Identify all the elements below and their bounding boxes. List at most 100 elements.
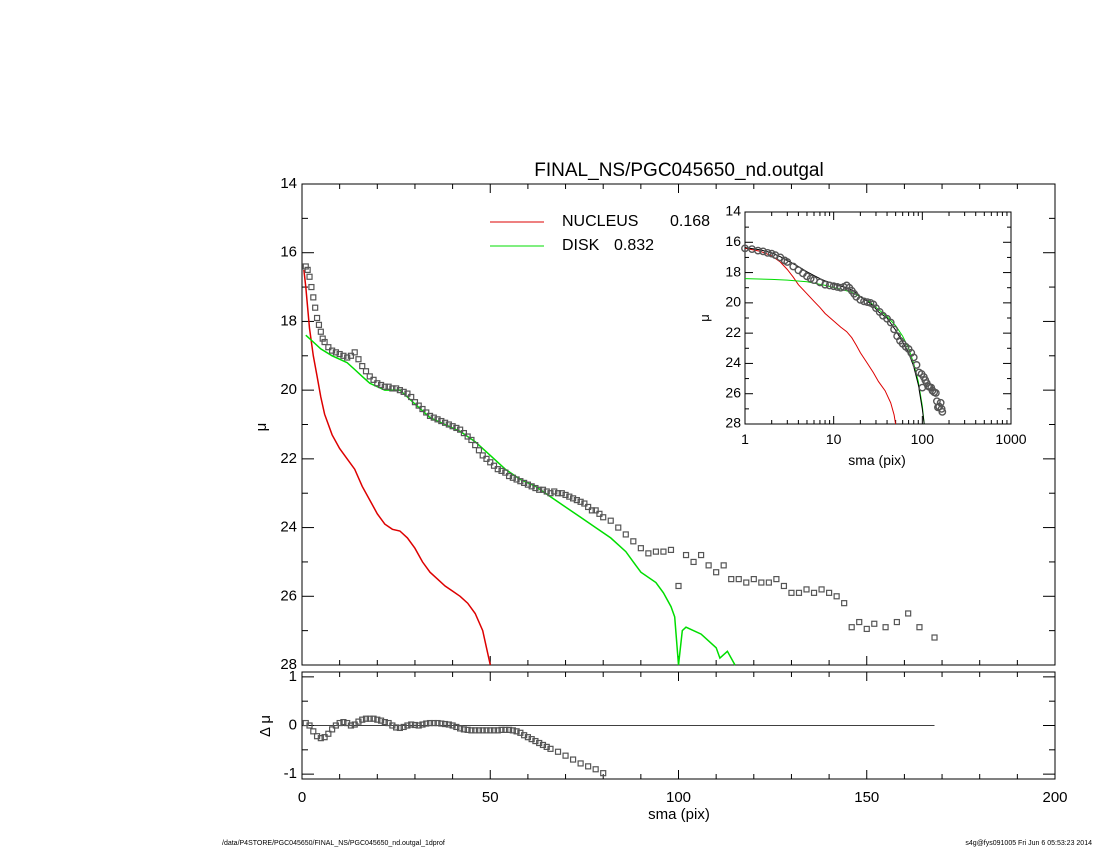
- data-point: [325, 344, 332, 351]
- inset-y-tick-label: 26: [725, 384, 741, 400]
- data-point: [423, 409, 430, 416]
- data-point: [464, 433, 471, 440]
- x-tick-label: 0: [298, 789, 306, 806]
- data-point: [581, 500, 588, 507]
- main-y-tick-label: 26: [280, 587, 297, 604]
- data-point: [637, 545, 644, 552]
- residual-point: [374, 716, 381, 723]
- data-point: [445, 421, 452, 428]
- residual-point: [434, 719, 441, 727]
- data-point: [419, 405, 426, 413]
- inset-series-group: [741, 244, 947, 425]
- inset-x-tick-label: 10: [826, 431, 842, 447]
- data-point: [315, 321, 323, 328]
- data-point: [385, 383, 392, 390]
- data-point: [460, 429, 467, 437]
- series-line-disk: [305, 334, 736, 666]
- legend-disk-value: 0.832: [614, 237, 654, 254]
- inset-data-point: [937, 404, 946, 413]
- data-point: [554, 490, 562, 497]
- residual-point: [329, 726, 336, 733]
- residual-point: [487, 727, 494, 734]
- residual-point: [408, 721, 415, 728]
- data-point: [340, 352, 347, 359]
- data-point: [543, 488, 550, 495]
- data-point: [720, 562, 727, 569]
- data-point: [539, 486, 547, 493]
- series-line-nucleus: [303, 269, 492, 666]
- main-y-tick-label: 20: [280, 381, 297, 398]
- residual-point: [569, 756, 577, 763]
- data-point: [524, 481, 532, 488]
- residual-point: [419, 721, 426, 728]
- data-point: [645, 550, 652, 557]
- data-point: [750, 576, 757, 583]
- residual-point: [472, 727, 479, 734]
- data-point: [319, 335, 326, 342]
- data-point: [359, 362, 366, 370]
- residual-point: [411, 721, 419, 729]
- inset-data-point: [767, 249, 776, 258]
- inset-y-tick-label: 24: [725, 354, 741, 370]
- residual-point: [415, 722, 422, 729]
- data-point: [600, 514, 607, 521]
- inset-data-point: [759, 247, 767, 256]
- data-point: [408, 393, 415, 401]
- data-point: [585, 503, 592, 511]
- footer-file-path: /data/P4STORE/PGC045650/FINAL_NS/PGC0456…: [222, 840, 445, 847]
- inset-y-tick-label: 20: [725, 294, 741, 310]
- inset-line-nucleus: [744, 247, 897, 425]
- data-point: [773, 576, 780, 583]
- main-y-tick-label: 28: [280, 656, 297, 673]
- main-y-tick-label: 14: [280, 175, 297, 192]
- inset-y-tick-label: 22: [725, 324, 741, 340]
- data-point: [441, 419, 449, 426]
- residual-point: [464, 726, 471, 733]
- residual-point: [445, 721, 452, 728]
- data-point: [483, 455, 490, 462]
- inset-line-disk: [744, 278, 925, 425]
- inset-y-tick-label: 16: [725, 233, 741, 249]
- residual-point: [460, 726, 467, 733]
- inset-y-axis-label: μ: [697, 314, 712, 322]
- residual-point: [592, 766, 599, 773]
- data-point: [308, 283, 315, 291]
- data-point: [788, 589, 795, 596]
- inset-data-point: [938, 407, 947, 416]
- data-point: [551, 488, 558, 495]
- data-point: [362, 368, 370, 375]
- residual-point: [600, 770, 607, 777]
- data-point: [513, 476, 520, 483]
- main-y-tick-label: 22: [280, 450, 297, 467]
- data-point: [675, 582, 682, 590]
- data-point: [502, 469, 509, 476]
- x-tick-label: 150: [854, 789, 879, 806]
- data-point: [430, 414, 437, 421]
- data-point: [306, 273, 313, 280]
- residual-point: [468, 727, 475, 734]
- inset-data-point: [783, 258, 792, 266]
- inset-data-point: [829, 282, 838, 291]
- residual-point: [547, 745, 554, 752]
- residual-point: [502, 726, 509, 733]
- legend-nucleus-label: NUCLEUS: [562, 213, 638, 230]
- data-point: [818, 586, 825, 593]
- data-point: [505, 472, 513, 480]
- data-point: [592, 507, 599, 514]
- inset-data-point: [856, 295, 865, 304]
- data-point: [728, 576, 735, 583]
- data-point: [871, 620, 878, 627]
- data-point: [667, 546, 675, 554]
- inset-x-axis-label: sma (pix): [848, 452, 906, 468]
- residual-point: [490, 727, 498, 734]
- residual-point: [370, 715, 377, 722]
- inset-data-point: [909, 353, 918, 362]
- data-point: [411, 399, 419, 406]
- residual-point: [449, 722, 456, 729]
- inset-data-point: [912, 361, 921, 369]
- residual-point: [396, 724, 403, 732]
- data-point: [472, 442, 479, 449]
- data-point: [438, 417, 445, 425]
- residual-point: [362, 715, 370, 722]
- main-y-tick-label: 16: [280, 244, 297, 261]
